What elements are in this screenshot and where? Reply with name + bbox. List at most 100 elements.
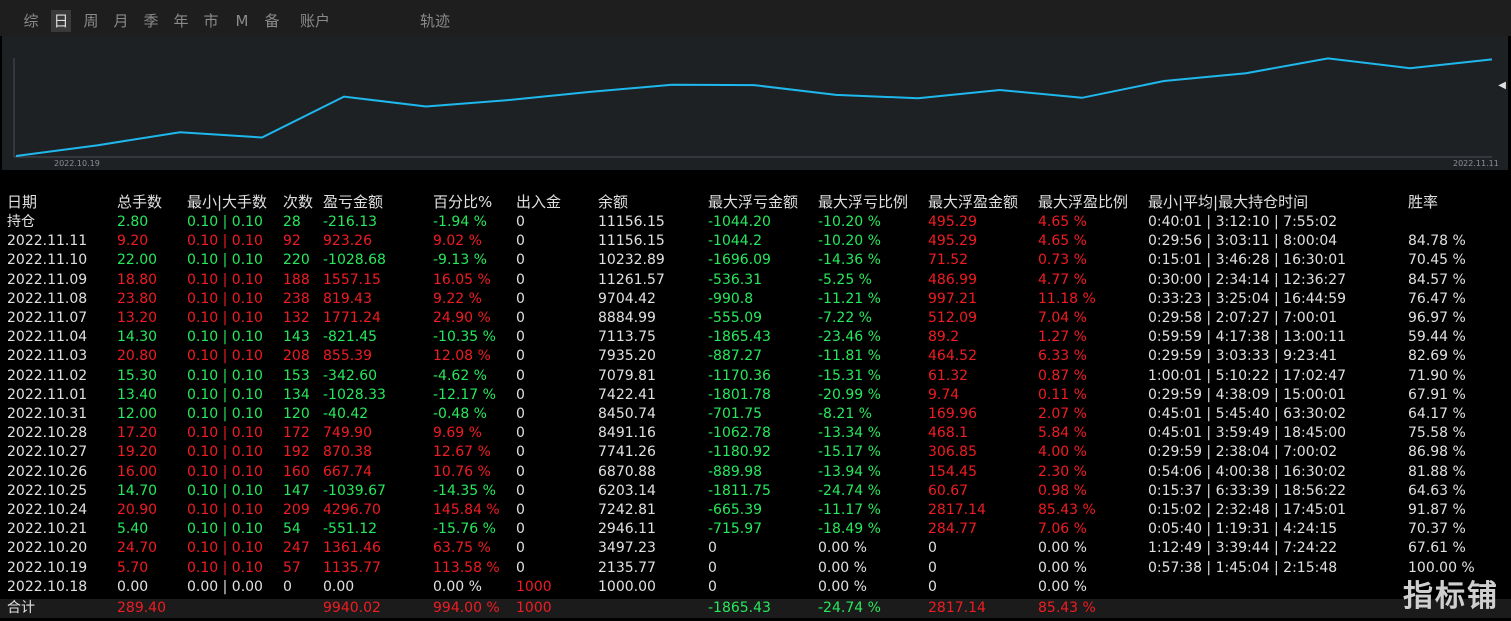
table-row[interactable]: 2022.10.19 5.70 0.10 | 0.10 57 1135.77 113.58… [0,559,1511,578]
header-date[interactable]: 日期 [7,193,38,211]
tab-7[interactable]: M [235,12,249,30]
cell-maxloss: -536.31 [708,271,763,288]
tab-8[interactable]: 备 [264,12,280,30]
tab-9[interactable]: 账户 [299,12,330,30]
cell-maxprofitpct: 1.27 % [1038,329,1087,346]
tab-6[interactable]: 市 [203,12,219,30]
cell-maxloss: -1696.09 [708,252,771,269]
header-win[interactable]: 胜率 [1408,193,1439,211]
cell-maxprofit: 61.32 [928,367,969,384]
tab-3[interactable]: 月 [113,12,129,30]
cell-balance: 3497.23 [598,540,656,557]
cell-minmax: 0.10 | 0.10 [187,521,263,538]
cell-date: 2022.11.01 [7,386,88,403]
table-row[interactable]: 2022.11.04 14.30 0.10 | 0.10 143 -821.45 -10.… [0,328,1511,347]
header-hold[interactable]: 最小|平均|最大持仓时间 [1148,193,1309,211]
cell-flow: 0 [516,540,525,557]
tab-10[interactable]: 轨迹 [419,12,450,30]
header-maxprofitpct[interactable]: 最大浮盈比例 [1038,193,1129,211]
cell-pct: 12.08 % [433,348,491,365]
cell-date: 2022.11.07 [7,310,88,326]
table-row[interactable]: 2022.10.28 17.20 0.10 | 0.10 172 749.90 9.69 … [0,424,1511,443]
cell-maxprofit: 9.74 [928,386,960,403]
header-balance[interactable]: 余额 [598,193,629,211]
table-row[interactable]: 2022.11.10 22.00 0.10 | 0.10 220 -1028.68 -9.… [0,251,1511,270]
total-pnl: 9940.02 [323,600,381,616]
cell-maxprofit: 0 [928,578,937,595]
cell-win: 64.63 % [1408,482,1466,499]
cell-maxloss: -1044.2 [708,233,763,250]
table-row[interactable]: 2022.10.24 20.90 0.10 | 0.10 209 4296.70 145.… [0,501,1511,520]
table-row[interactable]: 2022.11.09 18.80 0.10 | 0.10 188 1557.15 16.0… [0,271,1511,290]
header-maxloss[interactable]: 最大浮亏金额 [708,193,799,211]
cell-hold: 0:29:58 | 2:07:27 | 7:00:01 [1148,310,1338,326]
tab-0[interactable]: 综 [23,12,39,30]
tab-5[interactable]: 年 [173,12,189,30]
table-row[interactable]: 2022.11.03 20.80 0.10 | 0.10 208 855.39 12.08… [0,347,1511,366]
total-lots: 289.40 [117,600,166,616]
cell-maxprofitpct: 0.11 % [1038,386,1087,403]
cell-lots: 23.80 [117,290,158,307]
cell-maxlosspct: -11.81 % [818,348,881,365]
header-minmax[interactable]: 最小|大手数 [187,193,268,211]
cell-count: 188 [283,271,310,288]
tab-4[interactable]: 季 [143,12,159,30]
table-row[interactable]: 2022.11.01 13.40 0.10 | 0.10 134 -1028.33 -12… [0,386,1511,405]
table-row[interactable]: 2022.10.25 14.70 0.10 | 0.10 147 -1039.67 -14… [0,482,1511,501]
cell-pnl: -821.45 [323,329,378,346]
table-row[interactable]: 2022.10.21 5.40 0.10 | 0.10 54 -551.12 -15.76… [0,520,1511,539]
cell-lots: 2.80 [117,214,149,230]
cell-flow: 0 [516,502,525,518]
table-row[interactable]: 2022.10.18 0.00 0.00 | 0.00 0 0.00 0.00 % 1000… [0,578,1511,597]
tab-2[interactable]: 周 [83,12,99,30]
cell-maxlosspct: 0.00 % [818,559,867,576]
equity-curve-chart: 2022.10.19 2022.11.11 [13,57,1499,168]
cell-hold: 0:33:23 | 3:25:04 | 16:44:59 [1148,290,1347,307]
header-maxlosspct[interactable]: 最大浮亏比例 [818,193,909,211]
cell-maxloss: -990.8 [708,290,754,307]
table-row[interactable]: 2022.10.26 16.00 0.10 | 0.10 160 667.74 10.76… [0,463,1511,482]
cell-pct: 145.84 % [433,502,500,518]
table-row[interactable]: 持仓 2.80 0.10 | 0.10 28 -216.13 -1.94 % 0 11156.… [0,213,1511,232]
cell-maxlosspct: -18.49 % [818,521,881,538]
table-row[interactable]: 2022.11.02 15.30 0.10 | 0.10 153 -342.60 -4.6… [0,367,1511,386]
cell-maxprofit: 997.21 [928,290,977,307]
cell-pct: 0.00 % [433,578,482,595]
header-pnl[interactable]: 盈亏金额 [323,193,384,211]
table-row[interactable]: 2022.10.20 24.70 0.10 | 0.10 247 1361.46 63.7… [0,539,1511,558]
cell-balance: 7741.26 [598,444,656,461]
cell-maxprofitpct: 4.65 % [1038,233,1087,250]
cell-date: 2022.11.10 [7,252,88,269]
cell-balance: 7079.81 [598,367,656,384]
cell-count: 54 [283,521,301,538]
cell-maxloss: -1062.78 [708,425,771,442]
cell-win: 76.47 % [1408,290,1466,307]
collapse-triangle-icon[interactable]: ◀ [1498,80,1506,91]
table-row[interactable]: 2022.10.27 19.20 0.10 | 0.10 192 870.38 12.67… [0,443,1511,462]
cell-pnl: -1028.33 [323,386,386,403]
header-flow[interactable]: 出入金 [516,193,562,211]
cell-maxloss: -1044.20 [708,214,771,230]
header-lots[interactable]: 总手数 [117,193,163,211]
table-row[interactable]: 2022.11.07 13.20 0.10 | 0.10 132 1771.24 24.9… [0,309,1511,328]
header-count[interactable]: 次数 [283,193,314,211]
cell-flow: 1000 [516,578,552,595]
table-row[interactable]: 2022.10.31 12.00 0.10 | 0.10 120 -40.42 -0.48… [0,405,1511,424]
total-maxloss: -1865.43 [708,600,771,616]
cell-flow: 0 [516,252,525,269]
cell-win: 70.37 % [1408,521,1466,538]
table-row[interactable]: 2022.11.08 23.80 0.10 | 0.10 238 819.43 9.22 … [0,290,1511,309]
cell-pnl: 1135.77 [323,559,381,576]
header-pct[interactable]: 百分比% [433,193,493,211]
tab-1[interactable]: 日 [51,10,71,32]
cell-date: 2022.10.28 [7,425,88,442]
cell-balance: 7935.20 [598,348,656,365]
header-maxprofit[interactable]: 最大浮盈金额 [928,193,1019,211]
cell-count: 132 [283,310,310,326]
cell-pct: -12.17 % [433,386,496,403]
cell-date: 2022.11.08 [7,290,88,307]
cell-flow: 0 [516,367,525,384]
cell-date: 2022.10.31 [7,406,88,422]
cell-hold: 0:29:59 | 4:38:09 | 15:00:01 [1148,386,1347,403]
table-row[interactable]: 2022.11.11 9.20 0.10 | 0.10 92 923.26 9.02 % 0… [0,232,1511,251]
